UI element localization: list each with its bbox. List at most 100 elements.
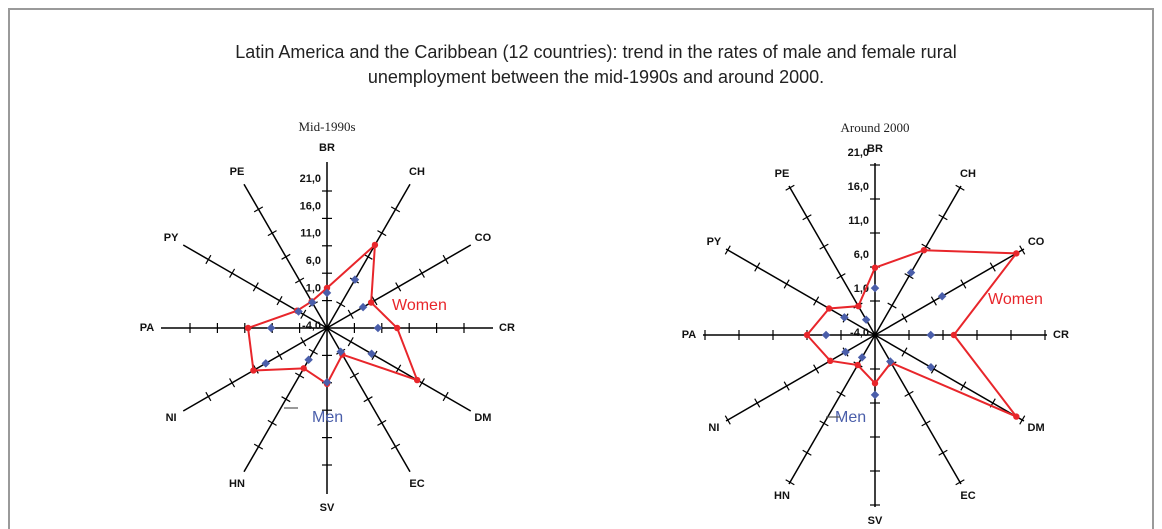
tick-mark xyxy=(802,214,812,221)
tick-mark xyxy=(442,254,449,265)
chart-title: Around 2000 xyxy=(841,120,910,135)
tick-mark xyxy=(901,347,908,357)
tick-mark xyxy=(1019,415,1026,425)
category-label: HN xyxy=(229,478,245,490)
point xyxy=(870,390,880,400)
point xyxy=(861,315,871,324)
category-label: CH xyxy=(960,168,976,180)
tick-mark xyxy=(960,279,967,289)
tick-mark xyxy=(281,253,291,260)
point xyxy=(870,283,880,293)
point xyxy=(937,291,947,301)
tick-mark xyxy=(281,396,291,403)
point xyxy=(855,302,862,310)
tick-label: -4,0 xyxy=(302,320,321,332)
tick-mark xyxy=(294,372,305,379)
tick-mark xyxy=(349,372,360,379)
tick-label: 16,0 xyxy=(300,200,321,212)
tick-mark xyxy=(1019,245,1026,255)
tick-mark xyxy=(377,230,387,237)
category-label: CO xyxy=(475,232,492,244)
tick-label: 21,0 xyxy=(848,147,869,159)
point xyxy=(373,323,383,333)
tick-mark xyxy=(955,184,965,191)
point xyxy=(300,365,307,372)
tick-mark xyxy=(938,214,948,221)
tick-mark xyxy=(904,390,914,397)
tick-mark xyxy=(887,302,897,309)
point xyxy=(926,330,936,340)
tick-mark xyxy=(989,262,996,272)
axis xyxy=(874,248,1025,336)
category-label: DM xyxy=(1028,422,1045,434)
tick-mark xyxy=(754,398,761,408)
tick-mark xyxy=(390,443,401,450)
tick-mark xyxy=(418,378,425,388)
point xyxy=(803,331,811,339)
category-label: CO xyxy=(1028,236,1045,248)
point xyxy=(841,347,850,357)
frame xyxy=(8,8,1154,529)
tick-mark xyxy=(336,301,346,308)
point xyxy=(350,275,360,284)
tick-mark xyxy=(308,348,318,355)
tick-mark xyxy=(930,296,937,306)
point xyxy=(358,302,368,312)
point xyxy=(840,313,849,322)
tick-mark xyxy=(724,415,731,425)
axis xyxy=(874,185,962,336)
category-label: BR xyxy=(867,143,883,155)
axis xyxy=(725,334,876,422)
point xyxy=(294,307,303,316)
point xyxy=(926,363,936,372)
tick-mark xyxy=(252,282,259,292)
tick-mark xyxy=(930,364,937,374)
tick-mark xyxy=(390,206,401,213)
axis xyxy=(874,334,1025,422)
point xyxy=(821,330,831,340)
series-label: Men xyxy=(835,409,866,426)
tick-mark xyxy=(802,449,812,456)
category-label: PY xyxy=(164,232,179,244)
point xyxy=(393,324,401,332)
tick-mark xyxy=(229,268,236,278)
tick-label: 11,0 xyxy=(300,228,321,240)
tick-label: 16,0 xyxy=(848,181,869,193)
point xyxy=(261,359,271,368)
tick-mark xyxy=(938,449,948,456)
point xyxy=(871,264,879,271)
tick-mark xyxy=(267,419,277,426)
tick-label: 21,0 xyxy=(300,173,321,185)
tick-mark xyxy=(229,378,236,388)
tick-mark xyxy=(418,268,425,278)
category-label: CH xyxy=(409,166,425,178)
point xyxy=(244,324,252,332)
tick-mark xyxy=(785,184,795,191)
tick-mark xyxy=(300,337,307,347)
tick-mark xyxy=(724,245,731,255)
tick-mark xyxy=(921,420,931,427)
tick-mark xyxy=(813,364,820,374)
tick-mark xyxy=(253,206,264,213)
point xyxy=(950,331,958,339)
point xyxy=(413,376,421,384)
series-label: Women xyxy=(392,297,447,314)
tick-mark xyxy=(347,309,354,319)
category-label: PE xyxy=(230,166,245,178)
point xyxy=(367,349,376,358)
tick-mark xyxy=(253,443,264,450)
point xyxy=(920,246,928,254)
point xyxy=(371,241,379,249)
category-label: NI xyxy=(708,422,719,434)
point xyxy=(266,323,276,333)
category-label: SV xyxy=(868,515,883,527)
category-label: CR xyxy=(1053,329,1069,341)
tick-mark xyxy=(371,295,378,306)
tick-mark xyxy=(276,350,283,361)
category-label: PY xyxy=(707,236,722,248)
tick-mark xyxy=(955,479,965,486)
tick-mark xyxy=(267,230,277,237)
tick-mark xyxy=(205,254,212,265)
point xyxy=(367,299,375,306)
